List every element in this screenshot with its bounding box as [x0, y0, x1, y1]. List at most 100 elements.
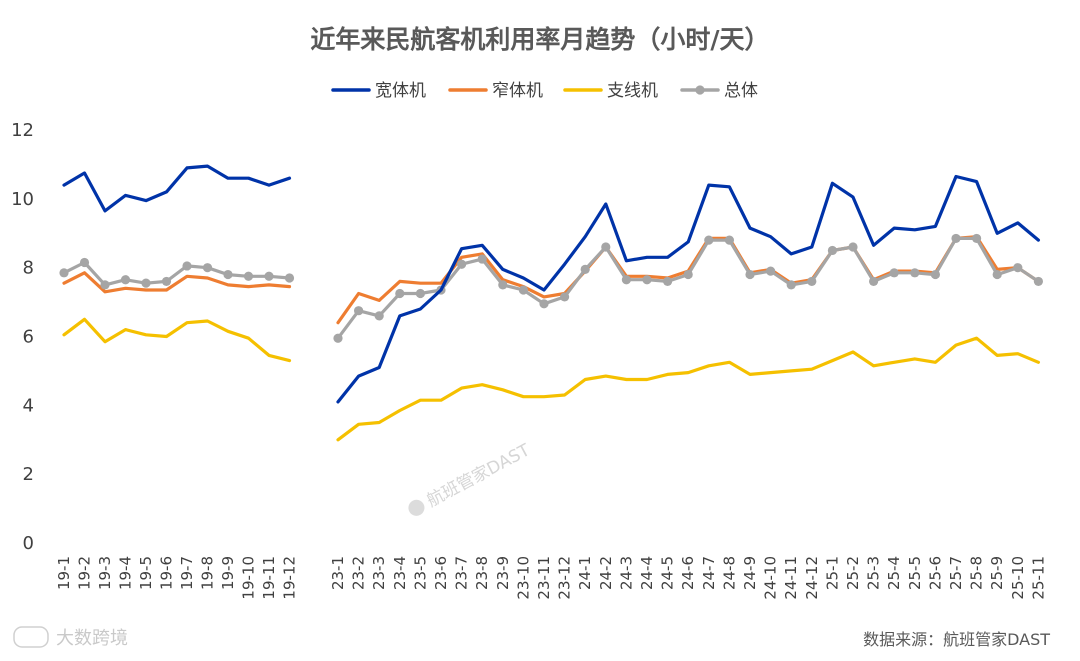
x-tick-label: 23-1 [329, 556, 347, 590]
x-tick-label: 23-2 [350, 556, 368, 590]
y-tick-label: 2 [23, 464, 34, 485]
x-tick-label: 19-6 [158, 556, 176, 590]
data-point-总体 [1013, 263, 1023, 273]
x-tick-label: 24-4 [638, 556, 656, 590]
x-tick-label: 23-5 [411, 556, 429, 590]
data-point-总体 [202, 263, 213, 273]
data-point-总体 [704, 235, 714, 245]
data-point-总体 [992, 269, 1002, 280]
data-point-总体 [621, 275, 632, 285]
y-tick-label: 8 [23, 258, 34, 279]
data-point-总体 [807, 276, 817, 287]
x-tick-label: 25-11 [1029, 556, 1047, 600]
data-point-总体 [683, 269, 693, 280]
data-point-总体 [79, 257, 90, 268]
x-tick-label: 19-4 [117, 556, 135, 590]
data-point-总体 [889, 268, 899, 278]
x-tick-label: 23-8 [473, 556, 491, 590]
x-tick-label: 25-9 [988, 556, 1006, 590]
data-point-总体 [827, 245, 838, 256]
x-tick-label: 25-2 [844, 556, 862, 590]
data-point-总体 [120, 275, 131, 285]
x-tick-label: 25-8 [968, 556, 986, 590]
watermark-center: 航班管家DAST [408, 440, 534, 516]
data-point-总体 [1033, 276, 1043, 287]
series-line-窄体机 [62, 271, 292, 294]
data-point-总体 [284, 273, 295, 283]
x-tick-label: 25-5 [906, 556, 924, 590]
data-point-总体 [141, 278, 151, 288]
x-tick-label: 23-3 [370, 556, 388, 590]
x-tick-label: 24-1 [576, 556, 594, 590]
legend-label: 总体 [724, 81, 758, 101]
data-point-总体 [264, 271, 274, 281]
x-tick-label: 23-10 [514, 556, 532, 600]
data-point-总体 [786, 280, 796, 290]
x-tick-label: 23-12 [556, 556, 574, 600]
x-tick-label: 19-8 [199, 556, 217, 590]
data-point-总体 [333, 333, 343, 343]
legend-marker [695, 85, 705, 95]
data-point-总体 [182, 261, 192, 271]
y-axis: 0 2 4 6 8 10 12 [11, 120, 34, 554]
series-line-宽体机 [62, 164, 292, 213]
series-line-窄体机 [336, 235, 1040, 325]
series-line-支线机 [62, 317, 292, 363]
y-tick-label: 12 [11, 120, 34, 141]
series-layer [59, 164, 1043, 442]
x-tick-label: 19-1 [55, 556, 73, 590]
legend-label: 支线机 [607, 81, 658, 101]
x-tick-label: 23-4 [391, 556, 409, 590]
x-tick-label: 24-5 [659, 556, 677, 590]
x-tick-label: 24-11 [782, 556, 800, 600]
legend: 宽体机 窄体机 支线机 总体 [331, 81, 758, 101]
series-line-宽体机 [336, 174, 1040, 404]
data-point-总体 [642, 275, 652, 285]
data-point-总体 [930, 269, 941, 280]
logo-icon [408, 499, 425, 516]
chart-title: 近年来民航客机利用率月趋势（小时/天） [310, 25, 769, 54]
data-point-总体 [848, 242, 858, 252]
data-point-总体 [869, 276, 879, 287]
data-point-总体 [243, 271, 254, 281]
x-tick-label: 19-5 [137, 556, 155, 590]
data-point-总体 [560, 292, 570, 302]
data-point-总体 [457, 259, 467, 269]
x-tick-label: 25-3 [865, 556, 883, 590]
series-line-支线机 [336, 336, 1040, 442]
data-point-总体 [498, 280, 508, 290]
watermark-corner-text: 大数跨境 [56, 628, 128, 649]
logo-icon [13, 626, 49, 648]
x-tick-label: 19-7 [178, 556, 196, 590]
data-point-总体 [910, 268, 920, 278]
data-point-总体 [374, 311, 384, 321]
x-tick-label: 24-12 [803, 556, 821, 600]
x-tick-label: 19-10 [240, 556, 258, 600]
x-tick-label: 25-4 [885, 556, 903, 590]
x-tick-label: 23-11 [535, 556, 553, 600]
x-tick-label: 19-9 [219, 556, 237, 590]
x-tick-label: 24-6 [679, 556, 697, 590]
x-tick-label: 19-11 [260, 556, 278, 600]
data-point-总体 [415, 288, 425, 299]
watermark-corner: 大数跨境 [13, 626, 128, 649]
x-tick-label: 25-10 [1009, 556, 1027, 600]
data-point-总体 [766, 266, 776, 276]
data-point-总体 [477, 254, 487, 264]
x-tick-label: 24-2 [597, 556, 615, 590]
x-tick-label: 19-3 [96, 556, 114, 590]
data-point-总体 [518, 285, 529, 295]
legend-label: 宽体机 [375, 81, 426, 101]
x-tick-label: 24-10 [762, 556, 780, 600]
data-point-总体 [601, 242, 611, 252]
x-tick-label: 25-6 [926, 556, 944, 590]
x-tick-label: 19-12 [281, 556, 299, 600]
data-point-总体 [724, 235, 735, 245]
legend-label: 窄体机 [492, 81, 543, 101]
x-tick-label: 24-7 [700, 556, 718, 590]
x-tick-label: 23-9 [494, 556, 512, 590]
y-tick-label: 10 [11, 189, 34, 210]
data-point-总体 [395, 288, 405, 299]
